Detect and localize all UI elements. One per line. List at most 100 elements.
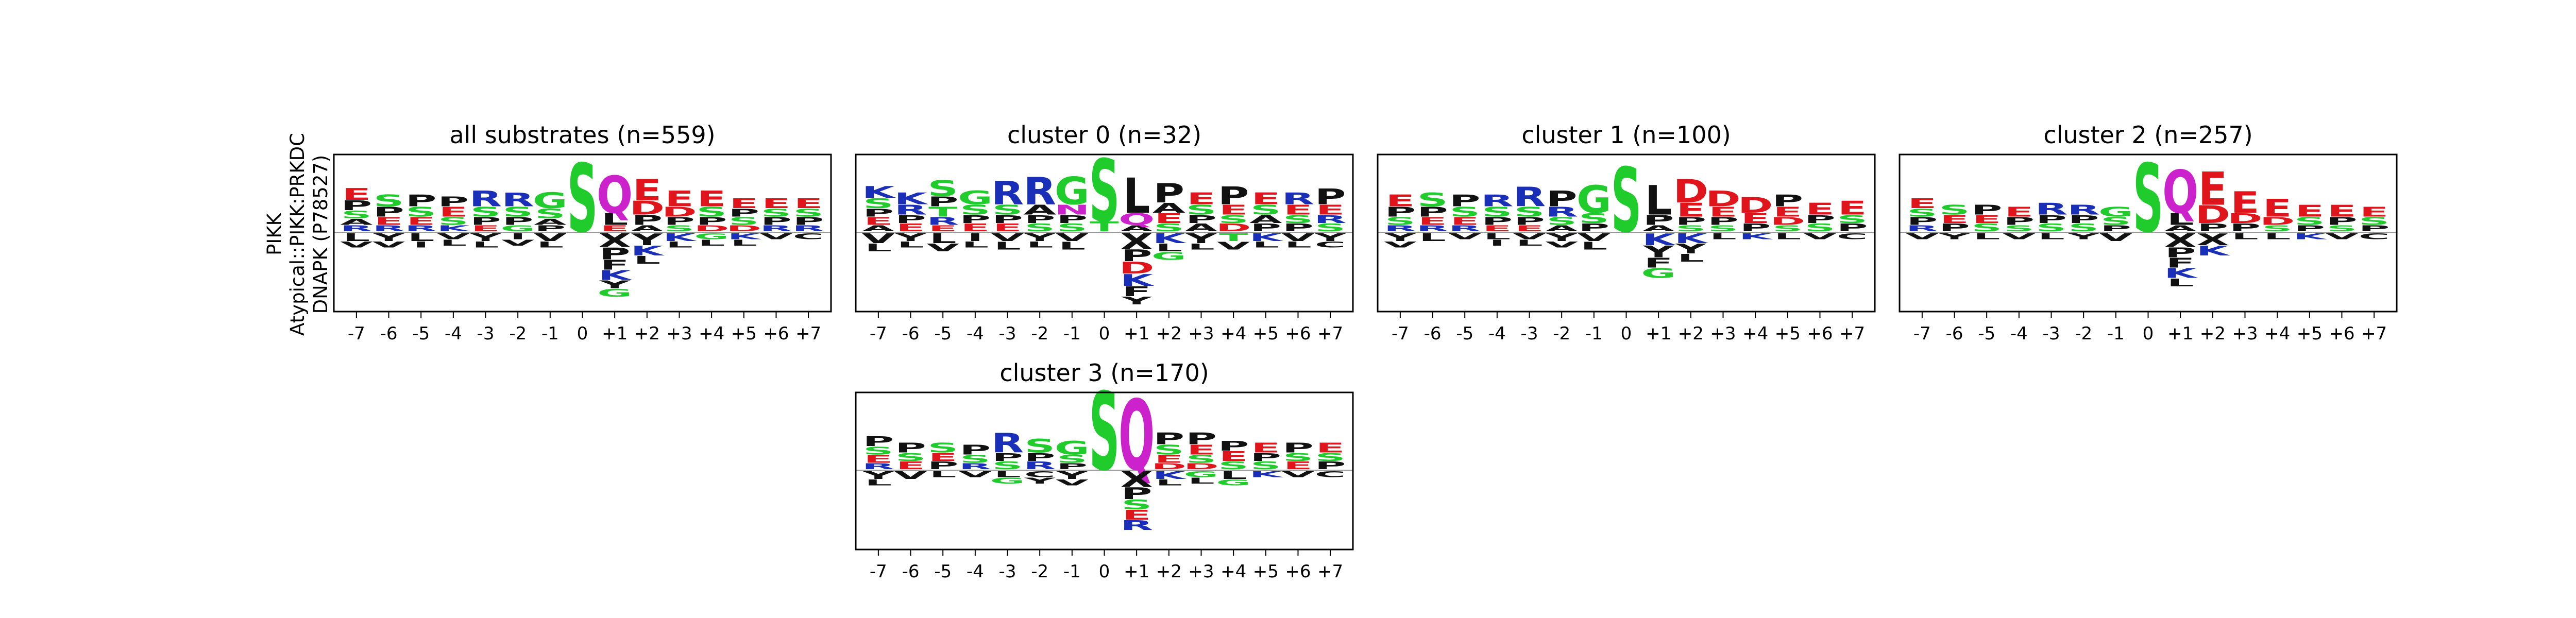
residue-S: S <box>1283 451 1313 464</box>
residue-G: G <box>1151 250 1187 262</box>
residue-S: S <box>1907 207 1937 219</box>
residue-L: L <box>634 254 660 266</box>
residue-E: E <box>896 459 925 472</box>
residue-S: S <box>2294 215 2325 228</box>
residue-P: P <box>1218 438 1249 454</box>
residue-R: R <box>1416 224 1449 233</box>
residue-Y: Y <box>1314 231 1347 244</box>
residue-P: P <box>1185 429 1216 448</box>
residue-K: K <box>1120 271 1155 290</box>
residue-E: E <box>2005 204 2033 220</box>
residue-E: E <box>471 224 500 233</box>
residue-S: S <box>2036 221 2066 234</box>
logo-column: SPE V <box>2003 204 2036 242</box>
residue-L: L <box>994 239 1021 252</box>
residue-V: V <box>959 470 992 479</box>
x-tick-label: -7 <box>348 323 365 344</box>
residue-S: S <box>761 207 791 219</box>
residue-P: P <box>502 215 533 228</box>
logo-column: SPE V <box>1804 199 1837 241</box>
x-tick-label: +1 <box>602 323 628 344</box>
residue-L: L <box>1284 240 1311 249</box>
residue-V: V <box>1056 478 1089 487</box>
residue-X: X <box>1120 229 1153 254</box>
residue-V: V <box>437 232 470 241</box>
residue-L: L <box>698 238 725 247</box>
residue-S: S <box>992 202 1023 218</box>
residue-V: V <box>894 469 927 482</box>
residue-E: E <box>896 221 925 234</box>
residue-S: S <box>2359 215 2389 228</box>
residue-E: E <box>1773 204 1802 220</box>
residue-L: L <box>2038 232 2064 241</box>
residue-L: L <box>1973 232 2000 241</box>
logo-column: SDE L <box>2260 194 2295 241</box>
residue-S: S <box>567 145 598 253</box>
residue-P: P <box>2004 215 2035 228</box>
residue-P: P <box>1514 215 1545 228</box>
residue-P: P <box>1121 246 1152 265</box>
residue-P: P <box>1315 459 1346 472</box>
residue-S: S <box>863 444 893 457</box>
x-tick-label: +5 <box>731 323 757 344</box>
logo-panel-4: cluster 3 (n=170)RESPYL-7ESPV-6PESL-5RSP… <box>855 359 1354 582</box>
residue-E: E <box>2263 194 2292 222</box>
panel-frame <box>1377 153 1876 313</box>
residue-P: P <box>728 207 759 219</box>
residue-D: D <box>2195 200 2230 229</box>
residue-E: E <box>697 186 726 211</box>
residue-L: L <box>731 238 757 247</box>
residue-A: A <box>1185 221 1218 234</box>
panel-title: cluster 1 (n=100) <box>1521 121 1731 149</box>
residue-A: A <box>1023 202 1056 218</box>
residue-S: S <box>1939 202 1970 218</box>
residue-S: S <box>2133 145 2163 253</box>
x-tick-label: -1 <box>2107 323 2125 344</box>
residue-C: C <box>793 232 824 241</box>
x-tick-label: 0 <box>1621 323 1632 344</box>
residue-S: S <box>1025 435 1055 457</box>
x-tick-label: 0 <box>1099 561 1110 582</box>
residue-K: K <box>1153 469 1187 482</box>
residue-L: L <box>1026 240 1053 249</box>
x-tick-label: -5 <box>934 323 952 344</box>
x-tick-label: -6 <box>1946 323 1963 344</box>
residue-L: L <box>2264 232 2291 241</box>
residue-P: P <box>405 191 436 210</box>
logo-column: TS <box>1089 141 1120 241</box>
x-tick-label: +4 <box>1742 323 1768 344</box>
residue-P: P <box>992 451 1023 464</box>
residue-E: E <box>633 173 662 208</box>
residue-A: A <box>340 217 373 227</box>
residue-K: K <box>862 183 896 202</box>
residue-R: R <box>1120 518 1153 533</box>
residue-S: S <box>1025 221 1055 234</box>
residue-Y: Y <box>599 279 631 291</box>
residue-V: V <box>501 238 534 247</box>
residue-I: I <box>1489 238 1505 247</box>
residue-L: L <box>994 470 1021 479</box>
residue-S: S <box>1772 224 1803 233</box>
residue-F: F <box>600 258 629 273</box>
residue-P: P <box>1250 451 1281 464</box>
x-tick-label: -1 <box>541 323 559 344</box>
logo-panel-0: all substrates (n=559)RASPELV-7REPSYV-6R… <box>333 121 832 344</box>
x-tick-label: -4 <box>967 561 984 582</box>
x-tick-label: -7 <box>870 323 887 344</box>
residue-V: V <box>926 242 959 254</box>
x-tick-label: -4 <box>1488 323 1506 344</box>
